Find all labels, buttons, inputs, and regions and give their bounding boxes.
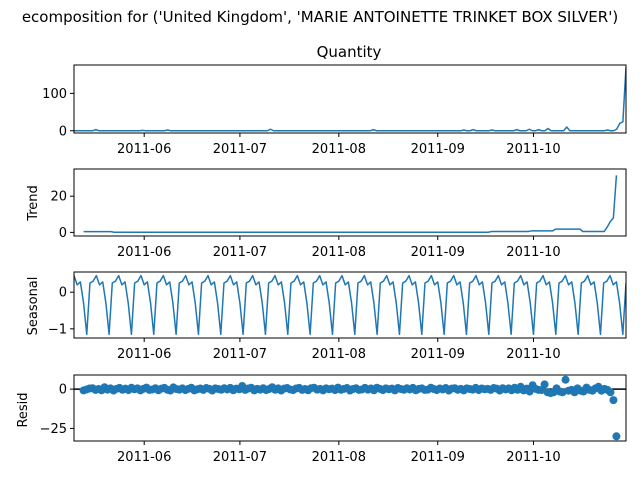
y-tick-label: 0 [59,226,67,241]
x-tick-label: 2011-07 [213,245,267,260]
panel-observed-title: Quantity [317,43,382,61]
y-tick-label: 20 [50,190,67,205]
y-tick-label: 0 [59,124,67,139]
axes-frame-trend [73,168,627,237]
panel-resid: Resid 2011-06 2011-07 2011-08 2011-09 2011-1… [16,374,627,465]
x-tick-label: 2011-06 [117,142,171,157]
series-line-observed [74,67,626,132]
series-line-trend [83,175,618,233]
panel-resid-ylabel: Resid [16,392,31,427]
x-tick-label: 2011-08 [312,450,366,465]
x-tick-label: 2011-07 [213,142,267,157]
x-tick-label: 2011-08 [312,245,366,260]
figure-suptitle: ecomposition for ('United Kingdom', 'MAR… [22,8,618,26]
y-tick-label: 0 [59,286,67,301]
resid-point-177 [609,396,618,405]
x-tick-label: 2011-09 [411,142,465,157]
series-line-seasonal [74,274,626,336]
resid-point-161 [561,375,570,384]
x-tick-label: 2011-08 [312,142,366,157]
y-tick-label: 100 [42,87,67,102]
axes-frame-observed [73,64,627,134]
resid-point-154 [540,380,549,389]
panel-observed: Quantity 2011-06 2011-07 2011-08 2011-09 201… [42,43,627,157]
panel-trend: Trend 2011-06 2011-07 2011-08 2011-09 2011-1… [26,168,627,260]
y-tick-label: 0 [59,383,67,398]
x-tick-label: 2011-09 [411,245,465,260]
x-tick-label: 2011-10 [506,450,560,465]
y-tick-label: −1 [48,322,67,337]
x-tick-label: 2011-09 [411,347,465,362]
x-tick-label: 2011-06 [117,245,171,260]
x-tick-label: 2011-10 [506,347,560,362]
x-tick-label: 2011-10 [506,142,560,157]
x-tick-label: 2011-07 [213,347,267,362]
panel-seasonal-ylabel: Seasonal [26,277,41,336]
resid-point-176 [606,388,615,397]
resid-point-149 [525,387,534,396]
x-tick-label: 2011-09 [411,450,465,465]
resid-point-160 [558,388,567,397]
x-tick-label: 2011-08 [312,347,366,362]
y-tick-label: −25 [40,422,67,437]
x-tick-label: 2011-06 [117,347,171,362]
resid-points [79,375,621,441]
x-tick-label: 2011-07 [213,450,267,465]
resid-point-178 [612,432,621,441]
panel-trend-ylabel: Trend [26,185,41,222]
x-tick-label: 2011-10 [506,245,560,260]
axes-frame-resid [73,374,627,442]
panel-seasonal: Seasonal 2011-06 2011-07 2011-08 2011-09 201… [26,271,627,362]
x-tick-label: 2011-06 [117,450,171,465]
axes-frame-seasonal [73,271,627,339]
